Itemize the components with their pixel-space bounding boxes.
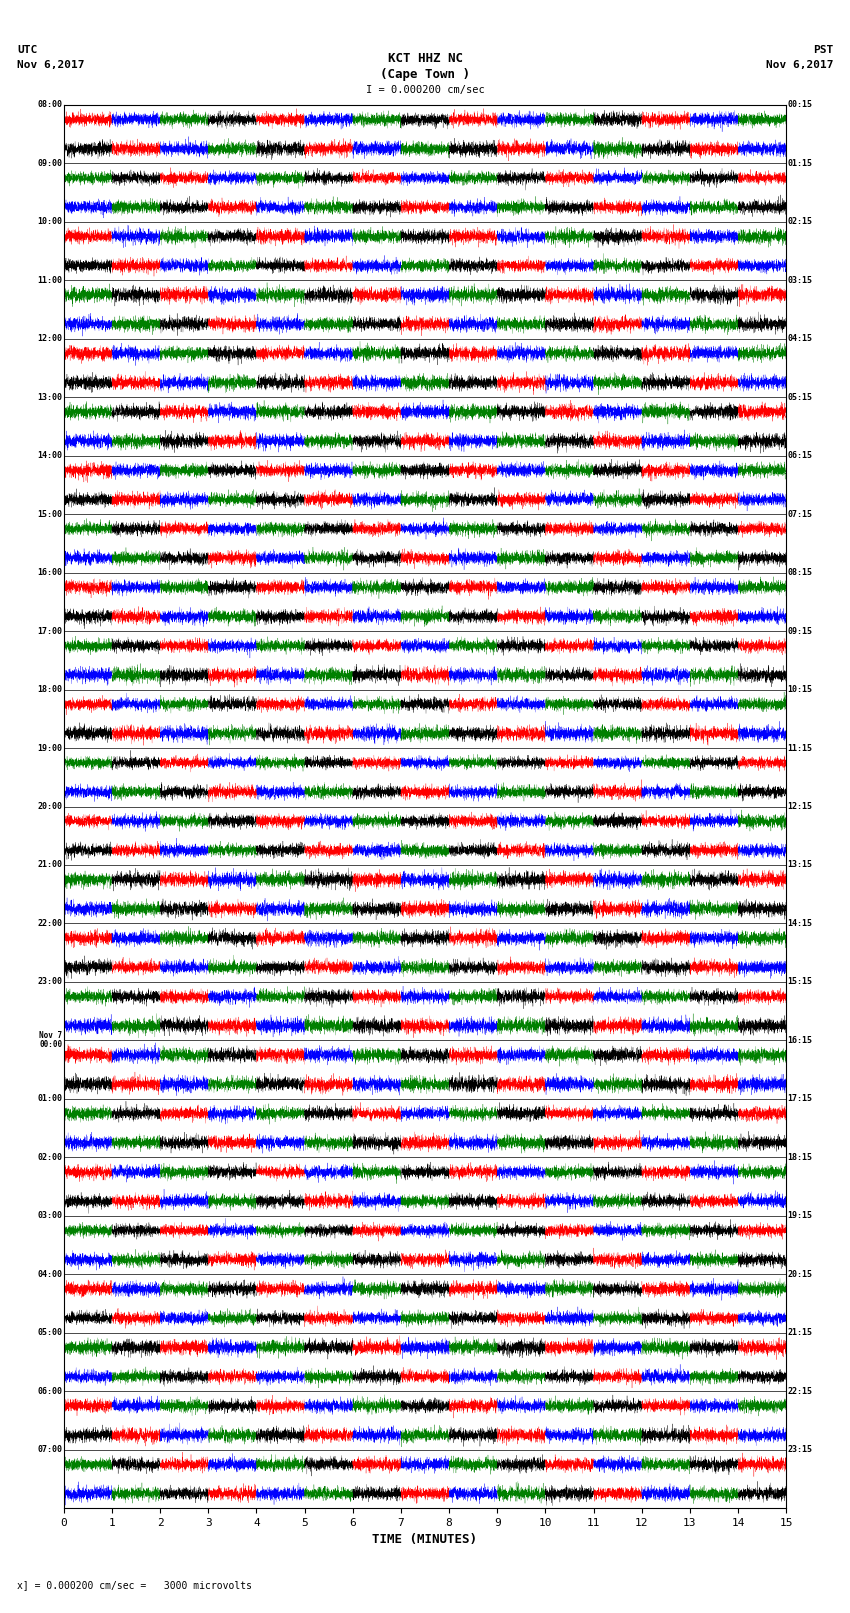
Text: Nov 6,2017: Nov 6,2017 — [17, 60, 84, 69]
Text: 04:15: 04:15 — [788, 334, 813, 344]
Text: 12:15: 12:15 — [788, 802, 813, 811]
Text: UTC: UTC — [17, 45, 37, 55]
Text: 14:00: 14:00 — [37, 452, 62, 460]
Text: 03:00: 03:00 — [37, 1211, 62, 1221]
Text: 20:00: 20:00 — [37, 802, 62, 811]
Text: 16:15: 16:15 — [788, 1036, 813, 1045]
Text: 02:00: 02:00 — [37, 1153, 62, 1161]
Text: 23:15: 23:15 — [788, 1445, 813, 1455]
Text: 11:15: 11:15 — [788, 744, 813, 753]
Text: 10:00: 10:00 — [37, 218, 62, 226]
Text: (Cape Town ): (Cape Town ) — [380, 68, 470, 81]
Text: 08:15: 08:15 — [788, 568, 813, 577]
Text: 07:15: 07:15 — [788, 510, 813, 519]
Text: 11:00: 11:00 — [37, 276, 62, 286]
Text: 04:00: 04:00 — [37, 1269, 62, 1279]
Text: 13:00: 13:00 — [37, 392, 62, 402]
Text: 09:15: 09:15 — [788, 626, 813, 636]
Text: KCT HHZ NC: KCT HHZ NC — [388, 52, 462, 65]
Text: 19:00: 19:00 — [37, 744, 62, 753]
X-axis label: TIME (MINUTES): TIME (MINUTES) — [372, 1534, 478, 1547]
Text: 10:15: 10:15 — [788, 686, 813, 694]
Text: 15:00: 15:00 — [37, 510, 62, 519]
Text: 01:15: 01:15 — [788, 158, 813, 168]
Text: 21:15: 21:15 — [788, 1327, 813, 1337]
Text: 20:15: 20:15 — [788, 1269, 813, 1279]
Text: 16:00: 16:00 — [37, 568, 62, 577]
Text: 18:00: 18:00 — [37, 686, 62, 694]
Text: 03:15: 03:15 — [788, 276, 813, 286]
Text: 00:00: 00:00 — [39, 1040, 62, 1050]
Text: 17:00: 17:00 — [37, 626, 62, 636]
Text: 18:15: 18:15 — [788, 1153, 813, 1161]
Text: 02:15: 02:15 — [788, 218, 813, 226]
Text: 06:00: 06:00 — [37, 1387, 62, 1395]
Text: 22:00: 22:00 — [37, 919, 62, 927]
Text: 12:00: 12:00 — [37, 334, 62, 344]
Text: 07:00: 07:00 — [37, 1445, 62, 1455]
Text: PST: PST — [813, 45, 833, 55]
Text: 23:00: 23:00 — [37, 977, 62, 987]
Text: Nov 7: Nov 7 — [39, 1031, 62, 1040]
Text: 08:00: 08:00 — [37, 100, 62, 110]
Text: 09:00: 09:00 — [37, 158, 62, 168]
Text: 05:15: 05:15 — [788, 392, 813, 402]
Text: 13:15: 13:15 — [788, 860, 813, 869]
Text: 06:15: 06:15 — [788, 452, 813, 460]
Text: 15:15: 15:15 — [788, 977, 813, 987]
Text: 21:00: 21:00 — [37, 860, 62, 869]
Text: Nov 6,2017: Nov 6,2017 — [766, 60, 833, 69]
Text: x] = 0.000200 cm/sec =   3000 microvolts: x] = 0.000200 cm/sec = 3000 microvolts — [17, 1581, 252, 1590]
Text: 19:15: 19:15 — [788, 1211, 813, 1221]
Text: 05:00: 05:00 — [37, 1327, 62, 1337]
Text: 01:00: 01:00 — [37, 1094, 62, 1103]
Text: I = 0.000200 cm/sec: I = 0.000200 cm/sec — [366, 85, 484, 95]
Text: 14:15: 14:15 — [788, 919, 813, 927]
Text: 00:15: 00:15 — [788, 100, 813, 110]
Text: 22:15: 22:15 — [788, 1387, 813, 1395]
Text: 17:15: 17:15 — [788, 1094, 813, 1103]
